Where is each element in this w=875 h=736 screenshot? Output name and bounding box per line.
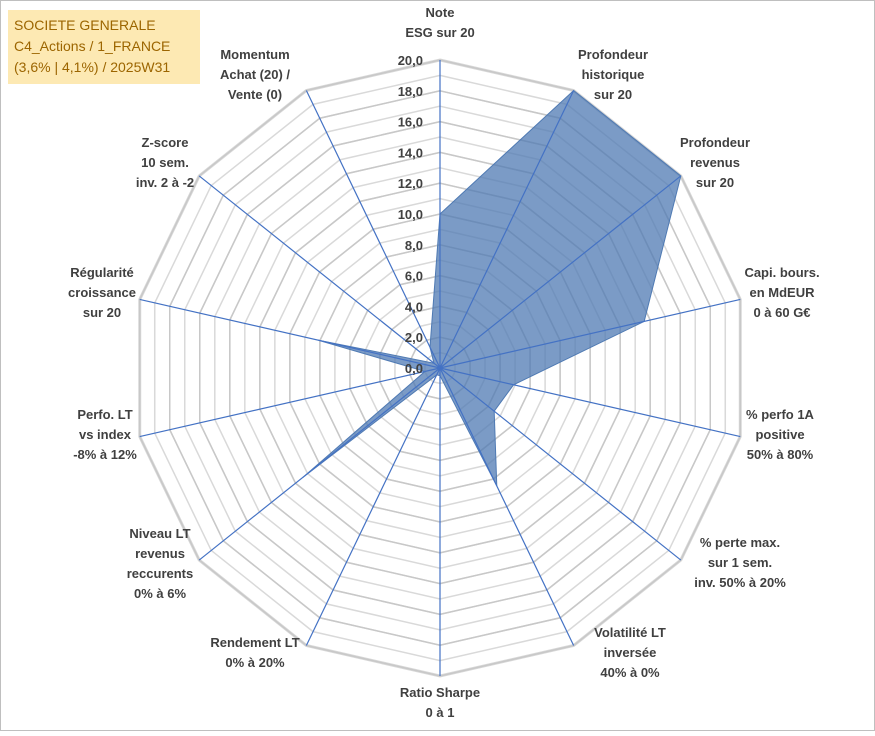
y-tick-label: 2,0 bbox=[405, 330, 423, 345]
axis-spoke bbox=[198, 367, 441, 561]
y-tick-label: 14,0 bbox=[398, 145, 423, 160]
y-tick-label: 12,0 bbox=[398, 176, 423, 191]
axis-spoke bbox=[439, 90, 575, 369]
y-tick-label: 20,0 bbox=[398, 53, 423, 68]
axis-label: Profondeur historique sur 20 bbox=[578, 47, 648, 102]
chart-title: C4_Actions / 1_FRANCE bbox=[14, 38, 170, 54]
axis-label: Capi. bours. en MdEUR 0 à 60 G€ bbox=[744, 265, 819, 320]
plot: 0,0 2,0 4,0 6,0 8,0 10,0 12,0 14,0 16,0 18,0 20,0 N… bbox=[68, 5, 820, 720]
y-tick-label: 8,0 bbox=[405, 238, 423, 253]
y-tick-label: 16,0 bbox=[398, 115, 423, 130]
axis-label: Volatilité LT inversée 40% à 0% bbox=[594, 625, 666, 680]
axis-spoke bbox=[439, 367, 575, 646]
y-tick-label: 18,0 bbox=[398, 84, 423, 99]
y-tick-label: 10,0 bbox=[398, 207, 423, 222]
y-tick-label: 6,0 bbox=[405, 269, 423, 284]
axis-label: Régularité croissance sur 20 bbox=[68, 265, 136, 320]
axis-spoke bbox=[439, 175, 682, 369]
axis-spoke bbox=[198, 175, 441, 369]
axis-spoke bbox=[139, 298, 441, 369]
axis-label: Niveau LT revenus reccurents 0% à 6% bbox=[127, 526, 193, 601]
chart-title: (3,6% | 4,1%) / 2025W31 bbox=[14, 59, 170, 75]
axis-label: % perte max. sur 1 sem. inv. 50% à 20% bbox=[694, 535, 786, 590]
axis-label: Ratio Sharpe 0 à 1 bbox=[400, 685, 480, 720]
axis-label: Profondeur revenus sur 20 bbox=[680, 135, 750, 190]
chart-title: SOCIETE GENERALE bbox=[14, 17, 156, 33]
axis-spoke bbox=[439, 367, 682, 561]
axis-spoke bbox=[139, 367, 441, 438]
y-tick-label: 0,0 bbox=[405, 361, 423, 376]
y-tick-label: 4,0 bbox=[405, 299, 423, 314]
axis-spoke bbox=[305, 90, 441, 369]
axis-label: Momentum Achat (20) / Vente (0) bbox=[220, 47, 290, 102]
title-box bbox=[8, 10, 200, 84]
axis-spoke bbox=[305, 367, 441, 646]
axis-spoke bbox=[439, 367, 741, 438]
axis-label: % perfo 1A positive 50% à 80% bbox=[746, 407, 815, 462]
axis-label: Z-score 10 sem. inv. 2 à -2 bbox=[136, 135, 194, 190]
axis-spoke bbox=[439, 298, 741, 369]
axis-label: Note ESG sur 20 bbox=[405, 5, 474, 40]
axis-label: Perfo. LT vs index -8% à 12% bbox=[73, 407, 137, 462]
axis-label: Rendement LT 0% à 20% bbox=[210, 635, 299, 670]
